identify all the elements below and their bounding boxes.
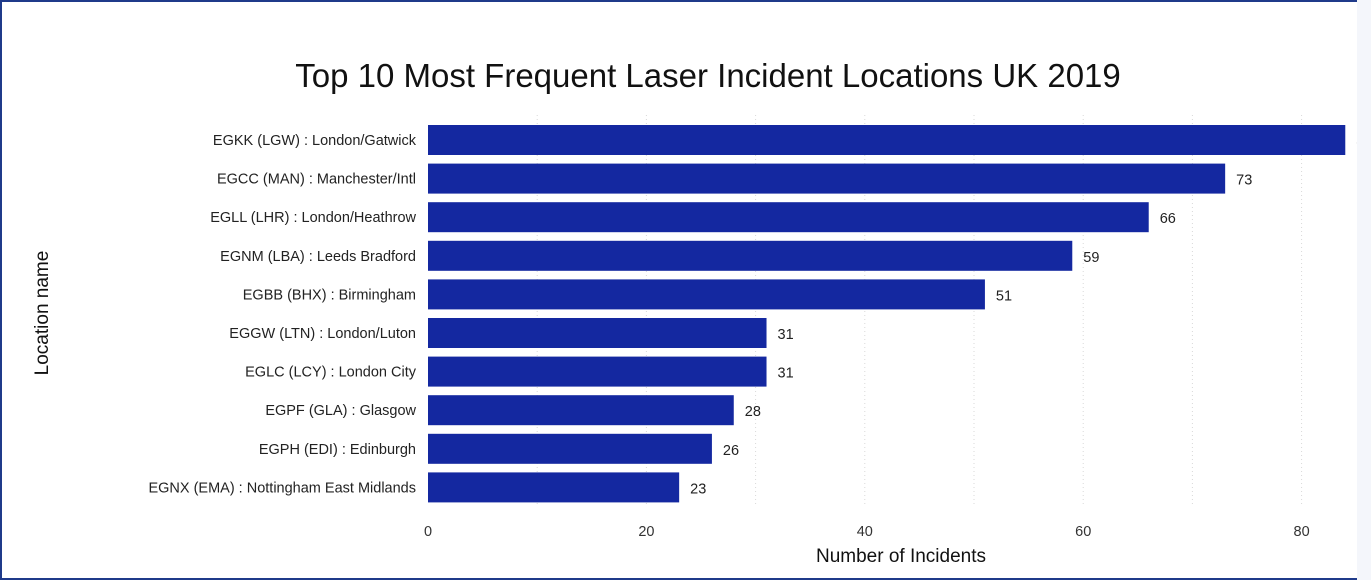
right-edge-panel [1357,0,1371,580]
x-tick-label-40: 40 [857,524,873,540]
data-label-6: 31 [778,327,794,343]
bar-10 [428,472,680,503]
bar-4 [428,240,1073,271]
category-label-1: EGKK (LGW) : London/Gatwick [213,133,417,149]
data-label-8: 28 [745,404,761,420]
bar-5 [428,279,985,310]
category-label-6: EGGW (LTN) : London/Luton [229,326,416,342]
category-labels: EGKK (LGW) : London/Gatwick EGCC (MAN) : … [148,133,416,496]
data-labels: 84 73 66 59 51 31 31 28 26 23 [690,134,1357,497]
category-label-7: EGLC (LCY) : London City [245,365,417,381]
data-label-9: 26 [723,443,739,459]
bars-layer [428,125,1346,503]
bar-6 [428,318,767,348]
x-axis-label: Number of Incidents [816,546,986,567]
data-label-2: 73 [1236,173,1252,189]
data-label-4: 59 [1083,250,1099,266]
bar-8 [428,395,734,426]
x-tick-labels: 0 20 40 60 80 [424,524,1310,540]
category-label-10: EGNX (EMA) : Nottingham East Midlands [148,480,416,496]
data-label-1: 84 [1356,134,1357,150]
category-label-5: EGBB (BHX) : Birmingham [243,287,416,303]
x-tick-label-80: 80 [1294,524,1310,540]
data-label-5: 51 [996,288,1012,304]
bar-7 [428,356,767,387]
bar-3 [428,202,1149,233]
x-tick-label-20: 20 [638,524,654,540]
bar-1 [428,125,1346,155]
category-label-8: EGPF (GLA) : Glasgow [265,403,416,419]
category-label-2: EGCC (MAN) : Manchester/Intl [217,172,416,188]
data-label-3: 66 [1160,211,1176,227]
x-tick-label-60: 60 [1075,524,1091,540]
chart-title: Top 10 Most Frequent Laser Incident Loca… [295,57,1121,94]
data-label-10: 23 [690,481,706,497]
y-axis-label: Location name [32,251,53,376]
data-label-7: 31 [778,366,794,382]
category-label-4: EGNM (LBA) : Leeds Bradford [220,249,416,265]
category-label-9: EGPH (EDI) : Edinburgh [259,442,416,458]
bar-2 [428,163,1226,194]
category-label-3: EGLL (LHR) : London/Heathrow [210,210,416,226]
bar-9 [428,433,712,464]
x-tick-label-0: 0 [424,524,432,540]
